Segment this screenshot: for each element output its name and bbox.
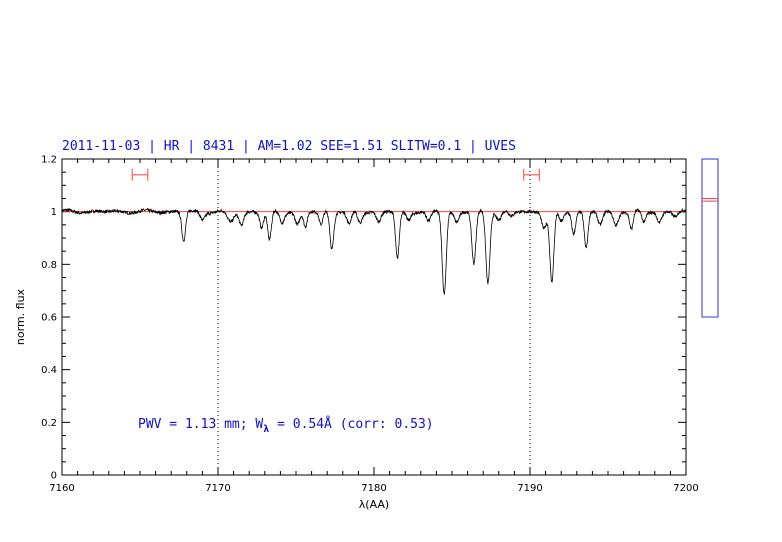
x-tick-label: 7160 [49,483,74,494]
plot-area: 7160 7170 7180 7190 7200 0 0.2 0.4 0.6 0.8 1 1.2 [41,155,699,495]
continuum-window-marker [131,168,149,181]
spectrum-line [61,207,687,295]
side-panel [701,158,719,318]
y-tick-label: 1.2 [41,155,57,166]
y-tick-label: 0.4 [41,365,57,376]
y-tick-label: 1 [51,207,57,218]
side-panel-frame [701,158,719,318]
x-tick-label: 7170 [205,483,230,494]
annotation-subscript: λ [263,424,269,435]
x-tick-label: 7180 [361,483,386,494]
chart-title: 2011-11-03 | HR | 8431 | AM=1.02 SEE=1.5… [62,139,516,154]
y-axis-label: norm. flux [14,288,27,345]
pwv-annotation: PWV = 1.13 mm; Wλ = 0.54Å (corr: 0.53) [138,416,434,435]
annotation-prefix: PWV = 1.13 mm; W [138,417,263,432]
x-tick-label: 7190 [517,483,542,494]
annotation-suffix: = 0.54Å (corr: 0.53) [269,416,433,432]
x-axis-label: λ(AA) [359,498,389,511]
y-tick-label: 0.2 [41,418,57,429]
x-tick-label: 7200 [673,483,698,494]
y-tick-label: 0.8 [41,260,57,271]
continuum-window-marker [523,168,540,181]
y-tick-label: 0.6 [41,313,57,324]
y-tick-label: 0 [51,471,57,482]
